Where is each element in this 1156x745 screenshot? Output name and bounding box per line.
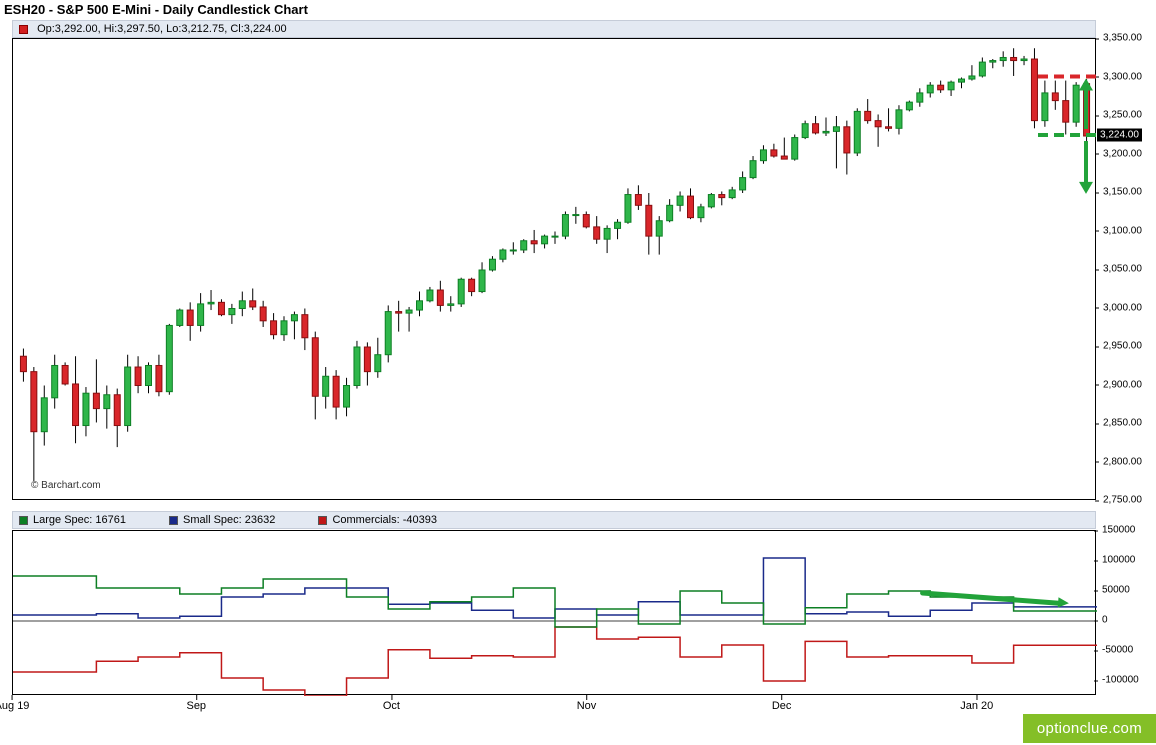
price-tick: 3,000.00: [1099, 302, 1154, 313]
price-tick: 2,750.00: [1099, 495, 1154, 506]
cot-tick: 0: [1098, 615, 1108, 626]
ohlc-text: Op:3,292.00, Hi:3,297.50, Lo:3,212.75, C…: [37, 23, 287, 35]
chart-title: ESH20 - S&P 500 E-Mini - Daily Candlesti…: [4, 2, 308, 17]
candlestick-svg: [13, 39, 1097, 501]
ohlc-marker-icon: [19, 25, 28, 34]
cot-chart: [12, 530, 1096, 695]
price-chart: © Barchart.com: [12, 38, 1096, 500]
price-tick: 2,850.00: [1099, 418, 1154, 429]
price-tick: 3,150.00: [1099, 187, 1154, 198]
legend-large-spec: Large Spec: 16761: [19, 514, 126, 526]
price-tick: 2,800.00: [1099, 456, 1154, 467]
cot-svg: [13, 531, 1097, 696]
watermark: optionclue.com: [1023, 714, 1156, 743]
cot-tick: 50000: [1098, 585, 1130, 596]
cot-tick: 100000: [1098, 555, 1135, 566]
current-price-badge: 3,224.00: [1097, 129, 1142, 142]
price-tick: 3,300.00: [1099, 71, 1154, 82]
price-tick: 2,950.00: [1099, 341, 1154, 352]
legend-commercials: Commercials: -40393: [318, 514, 437, 526]
price-y-axis: 2,750.00 2,800.00 2,850.00 2,900.00 2,950.00…: [1098, 18, 1154, 510]
x-tick: Nov: [577, 700, 597, 712]
x-tick: Sep: [186, 700, 206, 712]
cot-tick: -50000: [1098, 645, 1133, 656]
price-tick: 3,250.00: [1099, 110, 1154, 121]
cot-legend: Large Spec: 16761 Small Spec: 23632 Comm…: [12, 511, 1096, 529]
price-tick: 2,900.00: [1099, 379, 1154, 390]
x-tick: Dec: [772, 700, 792, 712]
price-tick: 3,100.00: [1099, 225, 1154, 236]
ohlc-bar: Op:3,292.00, Hi:3,297.50, Lo:3,212.75, C…: [12, 20, 1096, 38]
price-tick: 3,200.00: [1099, 148, 1154, 159]
cot-y-axis: -100000-50000050000100000150000: [1098, 530, 1154, 695]
x-axis: Aug 19 Sep Oct Nov Dec Jan 20: [0, 700, 1096, 720]
attribution-text: © Barchart.com: [31, 480, 101, 491]
x-tick: Jan 20: [960, 700, 993, 712]
x-tick: Oct: [383, 700, 400, 712]
legend-small-spec: Small Spec: 23632: [169, 514, 275, 526]
price-tick: 3,350.00: [1099, 33, 1154, 44]
x-tick: Aug 19: [0, 700, 29, 712]
cot-tick: -100000: [1098, 675, 1139, 686]
price-tick: 3,050.00: [1099, 264, 1154, 275]
cot-tick: 150000: [1098, 525, 1135, 536]
